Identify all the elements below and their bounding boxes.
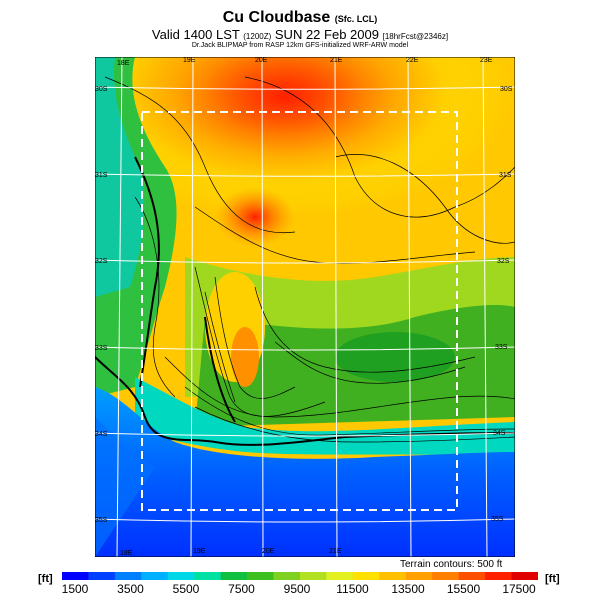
colorbar-tick-label: 9500: [283, 582, 311, 596]
colorbar-tick-label: 13500: [391, 582, 425, 596]
colorbar-tick-label: 3500: [117, 582, 144, 596]
lat-label-left: 30S: [95, 86, 108, 93]
lon-label-top: 23E: [480, 57, 493, 64]
colorbar-swatch: [511, 572, 538, 580]
lon-label-bottom: 19E: [193, 548, 206, 555]
lat-label-left: 32S: [95, 258, 108, 265]
graticule: [95, 57, 515, 557]
lat-label-right: 30S: [500, 86, 513, 93]
colorbar-swatch: [114, 572, 142, 580]
colorbar-swatch: [485, 572, 513, 580]
colorbar-unit-left: [ft]: [38, 573, 53, 585]
colorbar-swatch: [247, 572, 275, 580]
map-title: Cu Cloudbase (Sfc. LCL): [222, 9, 378, 26]
coastline: [95, 156, 515, 446]
lat-label-left: 35S: [95, 517, 108, 524]
valid-time-line: Valid 1400 LST (1200Z) SUN 22 Feb 2009 […: [151, 27, 449, 42]
colorbar-tick-label: 7500: [228, 582, 255, 596]
lat-label-right: 32S: [497, 258, 510, 265]
lat-label-left: 34S: [95, 431, 108, 438]
cloudbase-map: 18E 19E 20E 21E 22E 23E 18E 19E 20E 21E …: [95, 57, 515, 557]
colorbar-swatch: [220, 572, 248, 580]
colorbar: [62, 572, 538, 580]
green-basin: [335, 332, 455, 382]
colorbar-swatch: [458, 572, 486, 580]
lat-label-right: 35S: [491, 516, 504, 523]
lat-label-right: 34S: [493, 430, 506, 437]
colorbar-swatch: [167, 572, 195, 580]
lon-label-bottom: 18E: [120, 550, 133, 557]
hot-spot-center: [215, 187, 295, 247]
colorbar-swatch: [62, 572, 89, 580]
colorbar-tick-label: 5500: [172, 582, 200, 596]
colorbar-swatch: [88, 572, 116, 580]
inner-domain-box: [141, 111, 458, 511]
lat-label-right: 31S: [499, 172, 512, 179]
coastal-cyan-band: [135, 377, 515, 457]
colorbar-tick-label: 15500: [446, 582, 481, 596]
colorbar-unit-right: [ft]: [545, 573, 560, 585]
colorbar-swatch: [273, 572, 301, 580]
lon-label-top: 19E: [183, 57, 196, 64]
hot-spot-north: [175, 57, 395, 157]
colorbar-tick-label: 1500: [61, 582, 89, 596]
lat-label-left: 31S: [95, 172, 108, 179]
colorbar-swatch: [432, 572, 460, 580]
lon-label-top: 18E: [117, 60, 130, 67]
colorbar-swatch: [379, 572, 407, 580]
colorbar-swatch: [326, 572, 354, 580]
credit-line: Dr.Jack BLIPMAP from RASP 12km GFS-initi…: [191, 42, 409, 49]
terrain-contours-note: Terrain contours: 500 ft: [400, 559, 503, 570]
colorbar-swatch: [405, 572, 433, 580]
inland-orange-tongue: [231, 327, 259, 387]
ocean-west: [95, 417, 155, 557]
colorbar-tick-label: 17500: [502, 582, 536, 596]
colorbar-swatch: [141, 572, 169, 580]
colorbar-swatch: [194, 572, 222, 580]
lon-label-top: 21E: [330, 57, 343, 64]
colorbar-swatch: [352, 572, 380, 580]
lat-label-left: 33S: [95, 345, 108, 352]
lon-label-bottom: 21E: [329, 548, 342, 555]
terrain-contours: [104, 76, 515, 443]
lon-label-top: 20E: [255, 57, 268, 64]
colorbar-tick-label: 11500: [336, 582, 369, 596]
colorbar-swatch: [300, 572, 327, 580]
ocean: [95, 387, 515, 557]
lon-label-bottom: 20E: [262, 548, 275, 555]
west-cyan-zone: [95, 57, 145, 297]
lat-label-right: 33S: [495, 344, 508, 351]
lon-label-top: 22E: [406, 57, 419, 64]
